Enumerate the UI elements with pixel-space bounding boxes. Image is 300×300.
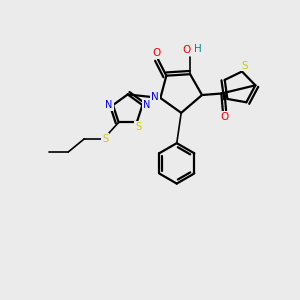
Text: S: S — [135, 122, 141, 132]
Text: O: O — [220, 112, 228, 122]
Text: O: O — [152, 48, 161, 59]
Text: H: H — [194, 44, 201, 54]
Text: S: S — [241, 61, 248, 70]
Text: N: N — [142, 100, 150, 110]
Text: N: N — [151, 92, 159, 101]
Text: S: S — [102, 134, 108, 144]
Text: O: O — [182, 45, 191, 56]
Text: N: N — [106, 100, 113, 110]
